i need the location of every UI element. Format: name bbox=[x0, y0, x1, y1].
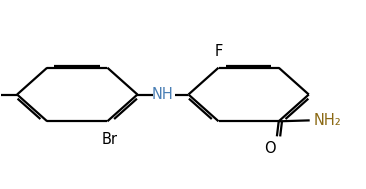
Text: NH: NH bbox=[152, 87, 174, 102]
Text: O: O bbox=[264, 141, 275, 156]
Text: NH₂: NH₂ bbox=[313, 113, 341, 128]
Text: F: F bbox=[214, 44, 223, 59]
Text: Br: Br bbox=[101, 132, 117, 147]
